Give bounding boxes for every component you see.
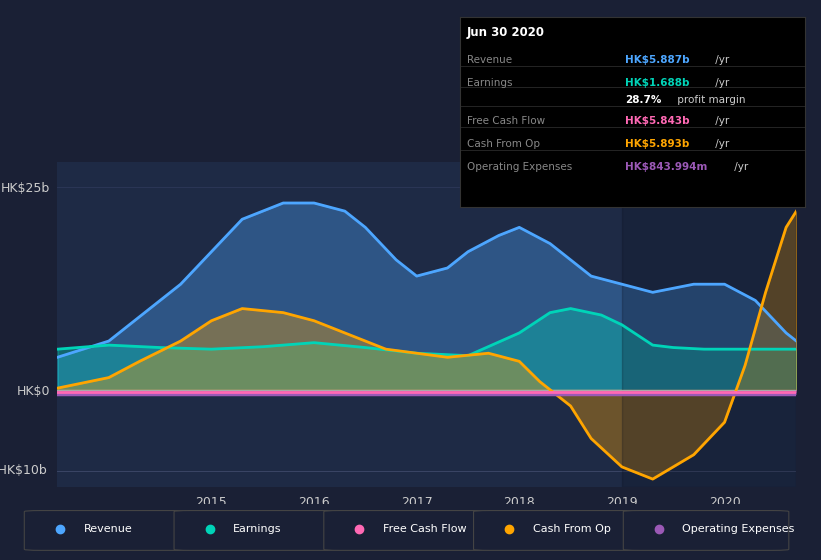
Text: 28.7%: 28.7% bbox=[626, 95, 662, 105]
FancyBboxPatch shape bbox=[323, 511, 489, 550]
Text: HK$5.843b: HK$5.843b bbox=[626, 116, 690, 126]
Text: HK$5.887b: HK$5.887b bbox=[626, 55, 690, 65]
Text: HK$5.893b: HK$5.893b bbox=[626, 139, 690, 148]
Text: Earnings: Earnings bbox=[466, 78, 512, 88]
Text: /yr: /yr bbox=[712, 139, 729, 148]
Text: -HK$10b: -HK$10b bbox=[0, 464, 47, 478]
Text: Free Cash Flow: Free Cash Flow bbox=[383, 524, 466, 534]
Text: Revenue: Revenue bbox=[466, 55, 511, 65]
Bar bbox=[622, 162, 796, 487]
Text: Earnings: Earnings bbox=[233, 524, 282, 534]
Text: Jun 30 2020: Jun 30 2020 bbox=[466, 26, 544, 39]
Text: Operating Expenses: Operating Expenses bbox=[466, 161, 572, 171]
Text: Cash From Op: Cash From Op bbox=[466, 139, 539, 148]
Text: Free Cash Flow: Free Cash Flow bbox=[466, 116, 545, 126]
Text: Revenue: Revenue bbox=[84, 524, 132, 534]
FancyBboxPatch shape bbox=[174, 511, 340, 550]
FancyBboxPatch shape bbox=[623, 511, 789, 550]
FancyBboxPatch shape bbox=[25, 511, 190, 550]
Text: profit margin: profit margin bbox=[673, 95, 745, 105]
Text: Operating Expenses: Operating Expenses bbox=[682, 524, 795, 534]
Text: HK$843.994m: HK$843.994m bbox=[626, 161, 708, 171]
Text: Cash From Op: Cash From Op bbox=[533, 524, 611, 534]
FancyBboxPatch shape bbox=[474, 511, 639, 550]
Text: /yr: /yr bbox=[712, 78, 729, 88]
Text: /yr: /yr bbox=[712, 116, 729, 126]
Text: /yr: /yr bbox=[732, 161, 749, 171]
Text: /yr: /yr bbox=[712, 55, 729, 65]
Text: HK$1.688b: HK$1.688b bbox=[626, 78, 690, 88]
